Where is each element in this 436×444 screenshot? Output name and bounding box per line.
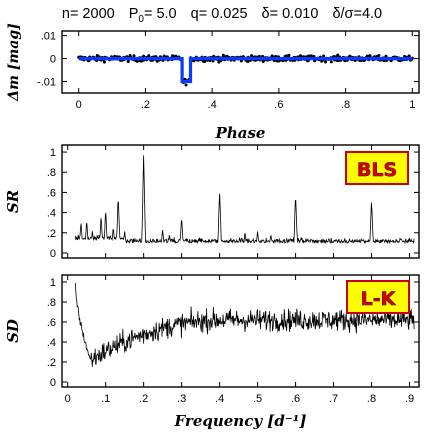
bls-ytick-label: .8 bbox=[47, 167, 56, 179]
bls-badge-label: BLS bbox=[357, 159, 397, 181]
light-curve-frame bbox=[61, 30, 420, 94]
light-curve-point bbox=[184, 83, 188, 87]
lk-xtick-label: .1 bbox=[101, 393, 110, 405]
light-curve-point bbox=[142, 54, 146, 58]
light-curve-ylabel: Δm [mag] bbox=[6, 23, 22, 102]
lk-ytick-label: .2 bbox=[47, 357, 56, 369]
light-curve-point bbox=[336, 53, 340, 57]
light-curve-point bbox=[246, 60, 250, 64]
bls-ytick-label: 0 bbox=[50, 248, 56, 260]
lk-xtick-label: .2 bbox=[139, 393, 148, 405]
bls-ytick-label: 1 bbox=[50, 147, 56, 159]
light-curve-xlabel: Phase bbox=[215, 124, 266, 142]
bls-panel: 0 .2 .4 .6 .8 1 SR BLS bbox=[4, 144, 420, 260]
bls-ytick-label: .4 bbox=[47, 208, 56, 220]
lk-xtick-label: .7 bbox=[329, 393, 338, 405]
light-curve-ytick-label: 0 bbox=[50, 54, 56, 66]
light-curve-point bbox=[211, 59, 215, 63]
bls-badge-box bbox=[345, 151, 409, 185]
light-curve-point bbox=[329, 60, 333, 64]
light-curve-xtick-label: .2 bbox=[141, 99, 150, 111]
lk-spectrum-line bbox=[74, 282, 415, 367]
bls-ytick-label: .2 bbox=[47, 228, 56, 240]
bls-ylabel: SR bbox=[4, 190, 22, 213]
lk-xlabel: Frequency [d⁻¹] bbox=[174, 412, 307, 430]
bls-ytick-label: .6 bbox=[47, 187, 56, 199]
lk-xtick-label: .6 bbox=[291, 393, 300, 405]
title-q: q= 0.025 bbox=[191, 6, 248, 22]
bls-frame bbox=[61, 144, 420, 259]
light-curve-point bbox=[309, 54, 313, 58]
light-curve-point bbox=[221, 53, 225, 57]
light-curve-point bbox=[102, 60, 106, 64]
light-curve-point bbox=[132, 54, 136, 58]
light-curve-xtick-label: .4 bbox=[208, 99, 217, 111]
light-curve-point bbox=[348, 54, 352, 58]
title-p0-sub: 0 bbox=[138, 14, 144, 25]
lk-frame bbox=[61, 274, 420, 388]
lk-ylabel: SD bbox=[4, 319, 22, 343]
light-curve-ytick-label: .01 bbox=[41, 31, 56, 43]
light-curve-point bbox=[324, 60, 328, 64]
lk-ticks: 0 .1 .2 .3 .4 .5 .6 .7 .8 .9 0 .2 .4 .6 .8 1 bbox=[47, 275, 419, 405]
title-p0-label: P bbox=[129, 6, 139, 22]
light-curve-panel: 0 .2 .4 .6 .8 1 .01 0 -.01 Δm [mag] Phase bbox=[6, 23, 420, 142]
light-curve-xtick-label: 1 bbox=[409, 99, 415, 111]
title-p0-value: = 5.0 bbox=[144, 6, 177, 22]
lk-ytick-label: .6 bbox=[47, 317, 56, 329]
lk-xtick-label: .4 bbox=[215, 393, 224, 405]
light-curve-xtick-label: .6 bbox=[274, 99, 283, 111]
lk-badge-box bbox=[346, 280, 410, 314]
lk-xtick-label: .5 bbox=[253, 393, 262, 405]
lk-xtick-label: .3 bbox=[177, 393, 186, 405]
lk-ytick-label: 1 bbox=[50, 277, 56, 289]
title-delta-sigma: δ/σ=4.0 bbox=[332, 6, 382, 22]
lk-ytick-label: .4 bbox=[47, 337, 56, 349]
light-curve-model-line bbox=[78, 56, 413, 84]
light-curve-xtick-label: .8 bbox=[341, 99, 350, 111]
lk-panel: 0 .1 .2 .3 .4 .5 .6 .7 .8 .9 0 .2 .4 .6 .8 1 SD Frequen… bbox=[4, 274, 420, 430]
lk-xtick-label: .8 bbox=[367, 393, 376, 405]
light-curve-xtick-label: 0 bbox=[76, 99, 82, 111]
bls-ticks: 0 .2 .4 .6 .8 1 bbox=[47, 145, 419, 260]
light-curve-ticks: 0 .2 .4 .6 .8 1 .01 0 -.01 bbox=[37, 31, 419, 111]
light-curve-point bbox=[298, 54, 302, 58]
figure-title: n= 2000 P0= 5.0 q= 0.025 δ= 0.010 δ/σ=4.… bbox=[62, 6, 382, 25]
bls-spectrum-line bbox=[74, 155, 415, 245]
lk-ytick-label: 0 bbox=[50, 377, 56, 389]
lk-xtick-label: 0 bbox=[65, 393, 71, 405]
light-curve-ytick-label: -.01 bbox=[37, 77, 56, 89]
lk-badge-label: L-K bbox=[361, 288, 397, 310]
lk-ytick-label: .8 bbox=[47, 297, 56, 309]
lk-xtick-label: .9 bbox=[405, 393, 414, 405]
light-curve-point bbox=[287, 53, 291, 57]
light-curve-point bbox=[322, 54, 326, 58]
title-delta: δ= 0.010 bbox=[262, 6, 319, 22]
light-curve-point bbox=[377, 53, 381, 57]
title-n: n= 2000 bbox=[62, 6, 115, 22]
